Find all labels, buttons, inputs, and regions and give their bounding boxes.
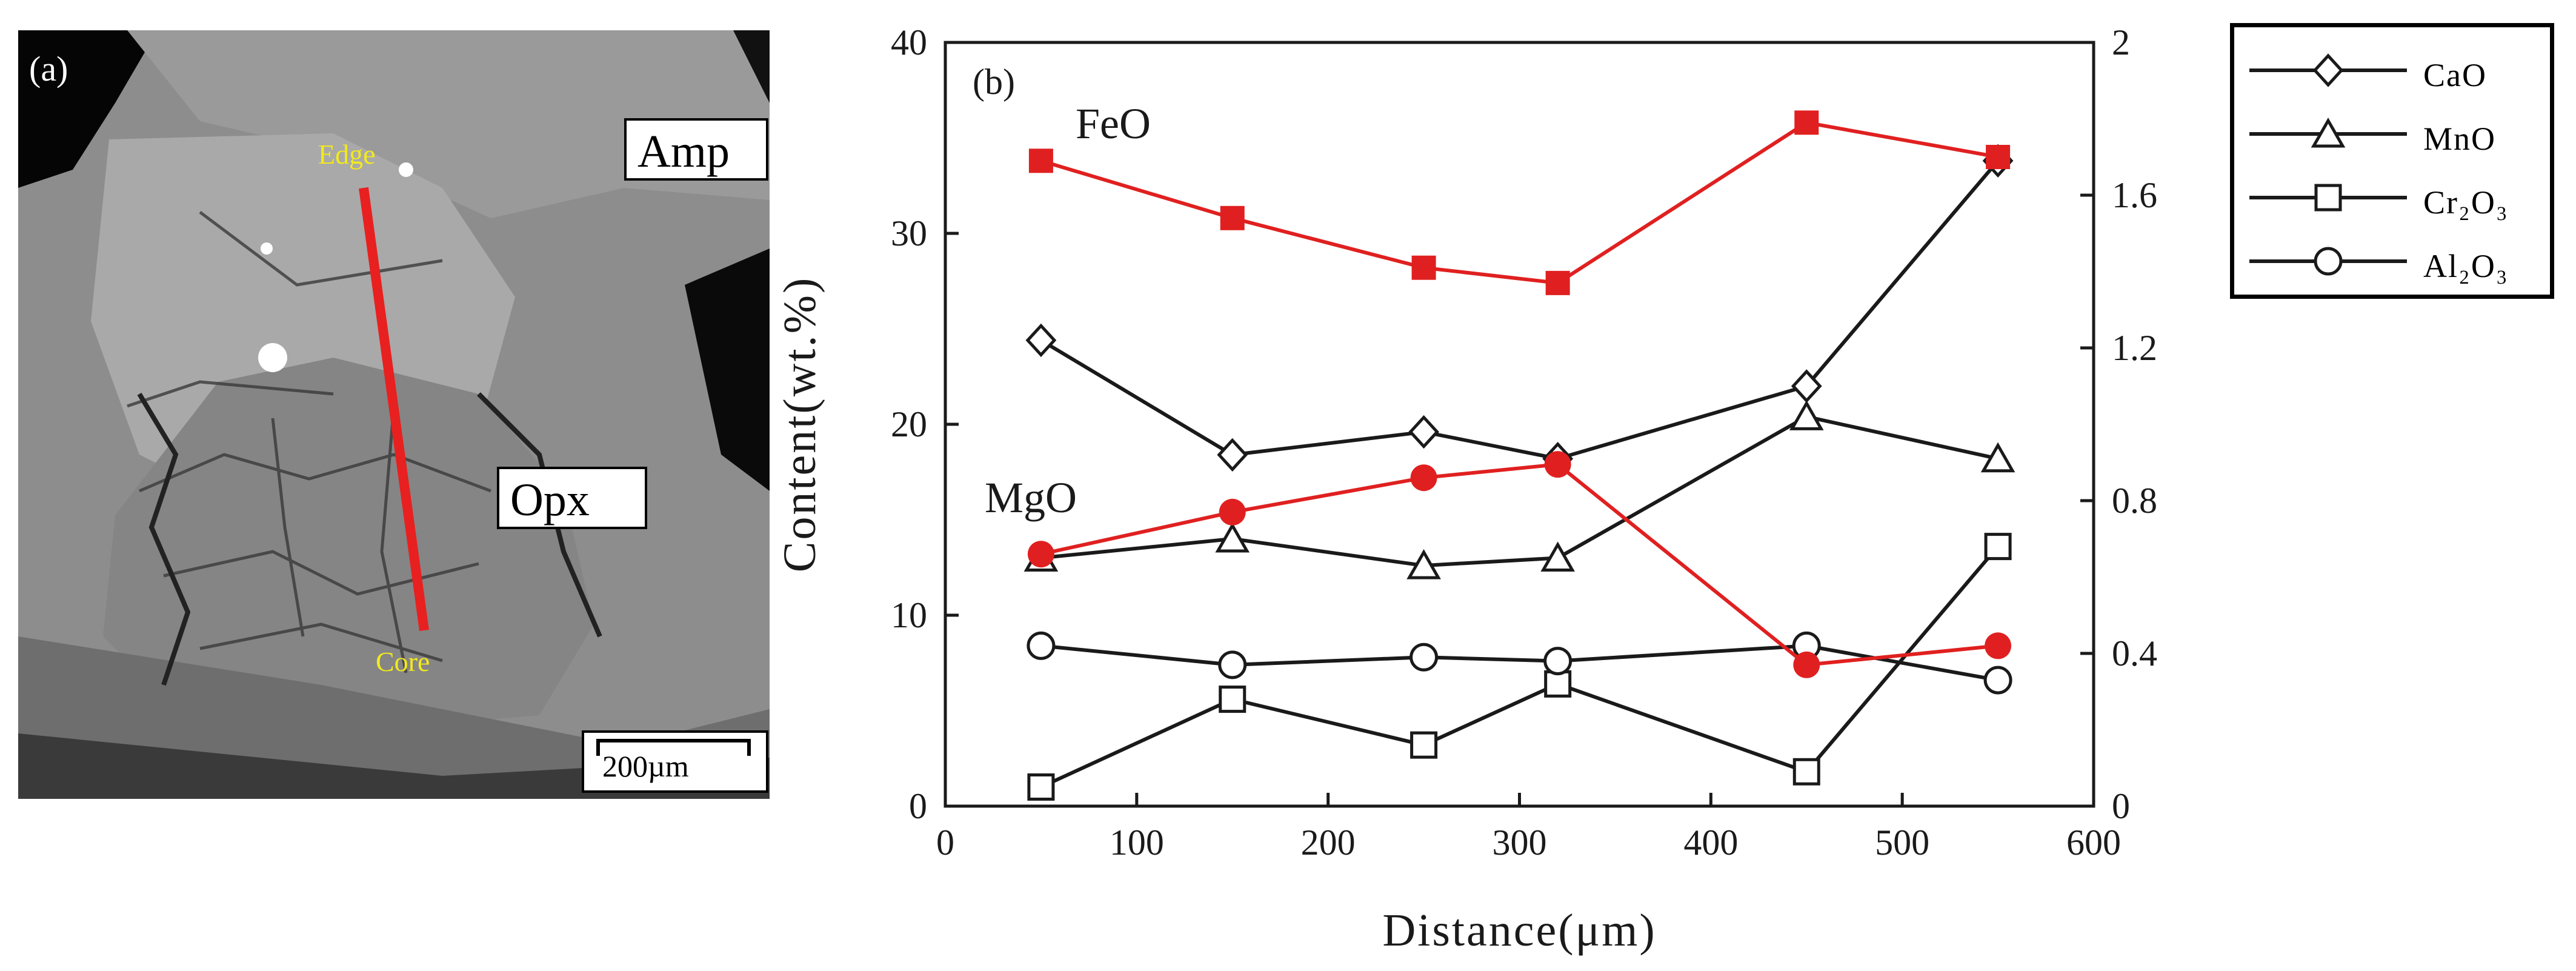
data-point-cao — [1217, 438, 1248, 472]
panel-a-label: (a) — [29, 49, 68, 88]
mgo-series-label: MgO — [985, 473, 1077, 522]
x-tick-label: 200 — [1301, 823, 1356, 863]
feo-series-label: FeO — [1076, 99, 1151, 148]
edge-label: Edge — [318, 139, 376, 170]
plot-frame — [944, 41, 2095, 808]
data-point-mno — [1789, 400, 1824, 430]
amp-label: Amp — [637, 126, 730, 177]
series-line-al2o3 — [1040, 644, 1999, 682]
panel-b-label: (b) — [973, 62, 1015, 102]
series-line-mno — [1040, 415, 1999, 568]
x-tick-label: 100 — [1110, 823, 1164, 863]
data-point-cr2o3 — [1027, 773, 1055, 801]
opx-label: Opx — [510, 475, 590, 526]
legend-symbol — [2312, 53, 2344, 87]
data-point-cao — [1025, 323, 1057, 358]
data-point-mgo — [1027, 541, 1054, 568]
data-point-cr2o3 — [1792, 758, 1820, 786]
legend-marker — [2249, 117, 2407, 148]
y-left-tick-label: 0 — [909, 786, 927, 826]
series-cao — [1025, 144, 2014, 476]
legend-item: Cr₂O₃ — [2234, 168, 2550, 229]
series-mgo — [1027, 451, 2012, 678]
series-line-feo — [1040, 121, 1999, 285]
data-point-al2o3 — [1027, 631, 1056, 660]
y-right-tick-label: 1.2 — [2112, 328, 2157, 368]
series-al2o3 — [1027, 631, 2012, 695]
chart-text: 0 100 200 300 400 500 60001020304000.40.81.21.… — [774, 22, 2157, 956]
y-left-tick-label: 20 — [891, 404, 927, 444]
x-axis-title: Distance(μm) — [1382, 905, 1656, 956]
legend-symbol — [2314, 184, 2342, 212]
data-point-cao — [1408, 415, 1439, 449]
data-point-mgo — [1544, 451, 1571, 478]
y-right-tick-label: 1.6 — [2112, 175, 2157, 215]
data-point-mgo — [1793, 651, 1820, 678]
data-point-mgo — [1219, 498, 1246, 526]
chart-series — [1023, 110, 2015, 801]
legend-label: Al₂O₃ — [2423, 248, 2509, 284]
x-tick-label: 400 — [1683, 823, 1738, 863]
y-right-tick-label: 2 — [2112, 22, 2130, 62]
legend-item: MnO — [2234, 104, 2550, 165]
series-feo — [1028, 110, 2011, 295]
legend-label: MnO — [2423, 121, 2497, 157]
data-point-feo — [1028, 148, 1053, 173]
series-cr2o3 — [1027, 533, 2012, 801]
y-left-tick-label: 10 — [891, 595, 927, 635]
scale-bar-box: 200µm — [582, 730, 768, 793]
legend-item: Al₂O₃ — [2234, 232, 2550, 292]
scale-bar-label: 200µm — [602, 749, 689, 783]
data-point-mgo — [1410, 464, 1437, 492]
data-point-cr2o3 — [1984, 533, 2012, 561]
y-axis-title: Content(wt.%) — [774, 276, 825, 573]
x-tick-label: 600 — [2066, 823, 2121, 863]
y-left-tick-label: 40 — [891, 22, 927, 62]
legend-symbol — [2311, 117, 2346, 148]
data-point-cr2o3 — [1410, 731, 1438, 759]
traverse-line — [359, 187, 429, 632]
data-point-al2o3 — [1218, 650, 1247, 679]
legend-label: CaO — [2423, 57, 2487, 93]
data-point-cr2o3 — [1219, 686, 1246, 713]
y-right-tick-label: 0.8 — [2112, 481, 2157, 521]
data-point-al2o3 — [1983, 666, 2012, 695]
series-mno — [1023, 400, 2015, 579]
data-point-feo — [1545, 270, 1570, 295]
data-point-mno — [1215, 522, 1250, 553]
data-point-mno — [1406, 549, 1441, 579]
data-point-cr2o3 — [1544, 670, 1572, 698]
amp-label-box: Amp — [624, 118, 768, 181]
data-point-feo — [1986, 145, 2011, 169]
opx-label-box: Opx — [497, 467, 647, 529]
series-line-mgo — [1040, 462, 1999, 667]
legend-item: CaO — [2234, 41, 2550, 101]
data-point-al2o3 — [1409, 642, 1439, 672]
x-tick-label: 300 — [1493, 823, 1547, 863]
scale-bar — [596, 739, 751, 742]
x-tick-label: 0 — [936, 823, 954, 863]
series-line-cao — [1040, 159, 2000, 461]
legend-marker — [2249, 53, 2407, 87]
data-point-mno — [1980, 442, 2015, 473]
legend-label: Cr₂O₃ — [2423, 184, 2509, 221]
core-label: Core — [376, 646, 430, 677]
legend-marker — [2249, 184, 2407, 212]
series-line-cr2o3 — [1040, 545, 2000, 789]
data-point-mgo — [1985, 632, 2012, 659]
data-point-al2o3 — [1543, 647, 1573, 676]
legend: CaO MnO Cr₂O₃ Al₂O₃ — [2230, 23, 2554, 299]
data-point-feo — [1794, 110, 1819, 135]
y-left-tick-label: 30 — [891, 213, 927, 253]
data-point-mno — [1540, 541, 1575, 572]
y-right-tick-label: 0 — [2112, 786, 2130, 826]
legend-symbol — [2314, 247, 2343, 276]
chart-axes — [944, 41, 2095, 808]
y-right-tick-label: 0.4 — [2112, 633, 2157, 673]
x-tick-label: 500 — [1875, 823, 1929, 863]
data-point-feo — [1220, 205, 1245, 230]
legend-marker — [2249, 247, 2407, 276]
data-point-feo — [1411, 255, 1436, 280]
